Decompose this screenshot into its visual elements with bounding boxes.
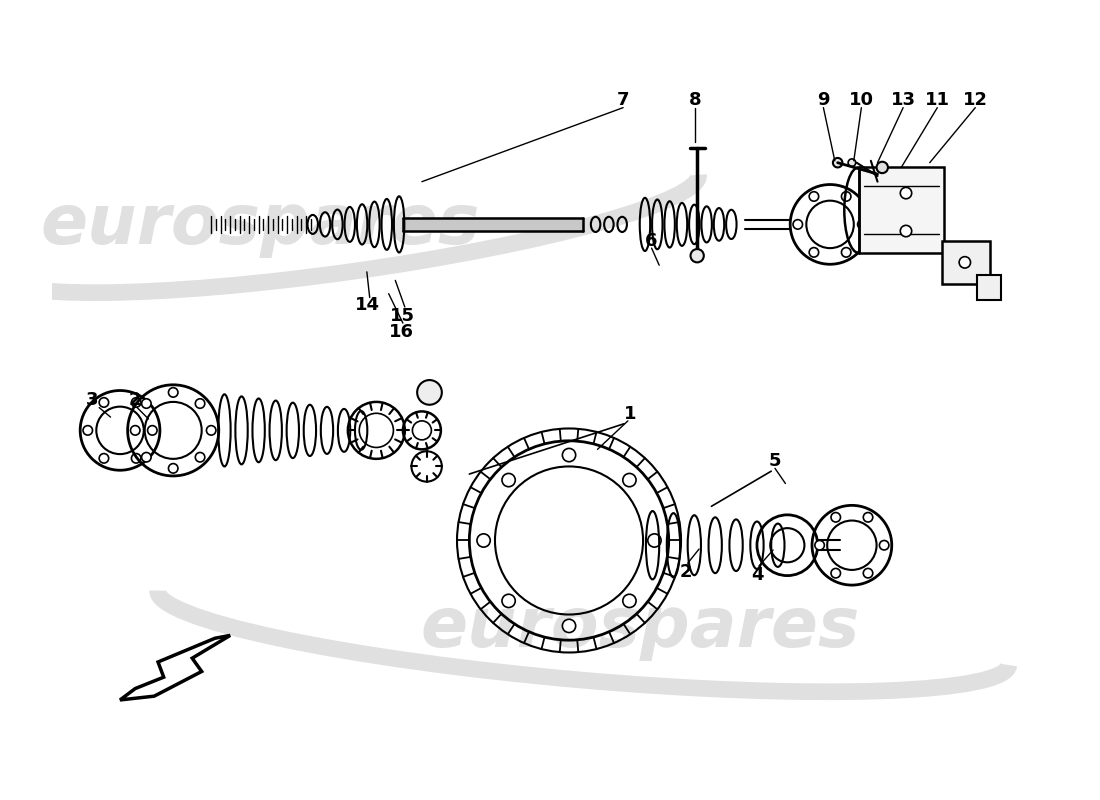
Circle shape <box>815 541 824 550</box>
Circle shape <box>830 569 840 578</box>
Text: 15: 15 <box>390 306 416 325</box>
Text: 16: 16 <box>388 322 414 341</box>
Circle shape <box>623 474 636 486</box>
Circle shape <box>417 380 442 405</box>
Circle shape <box>900 187 912 198</box>
Circle shape <box>623 594 636 607</box>
Circle shape <box>131 398 141 407</box>
Circle shape <box>131 426 140 435</box>
Text: 10: 10 <box>849 91 873 109</box>
Circle shape <box>842 247 851 257</box>
Circle shape <box>793 220 803 229</box>
Circle shape <box>168 388 178 397</box>
Circle shape <box>196 398 205 408</box>
Ellipse shape <box>848 159 856 166</box>
Text: 5: 5 <box>769 452 781 470</box>
Text: eurospares: eurospares <box>41 191 481 258</box>
Text: 1: 1 <box>624 406 636 423</box>
Polygon shape <box>120 635 230 700</box>
Text: 3: 3 <box>86 391 99 409</box>
Text: eurospares: eurospares <box>420 594 860 662</box>
Circle shape <box>142 453 151 462</box>
Text: 8: 8 <box>689 91 702 109</box>
Text: 4: 4 <box>750 566 763 584</box>
Circle shape <box>810 247 818 257</box>
Circle shape <box>196 453 205 462</box>
Text: 12: 12 <box>962 91 988 109</box>
Ellipse shape <box>833 158 843 167</box>
Circle shape <box>477 534 491 547</box>
Circle shape <box>810 192 818 201</box>
Text: 2: 2 <box>129 391 142 409</box>
Text: 14: 14 <box>355 296 381 314</box>
Circle shape <box>99 398 109 407</box>
Circle shape <box>502 594 515 607</box>
Text: 7: 7 <box>617 91 629 109</box>
Polygon shape <box>858 167 944 253</box>
Circle shape <box>562 449 575 462</box>
Circle shape <box>502 474 515 486</box>
Ellipse shape <box>691 249 704 262</box>
Circle shape <box>864 569 872 578</box>
Circle shape <box>842 192 851 201</box>
Circle shape <box>207 426 216 435</box>
Circle shape <box>168 463 178 473</box>
Circle shape <box>131 454 141 463</box>
Text: 13: 13 <box>891 91 915 109</box>
Text: 2: 2 <box>680 563 692 581</box>
Circle shape <box>959 257 970 268</box>
Text: 11: 11 <box>925 91 949 109</box>
Circle shape <box>858 220 867 229</box>
Circle shape <box>142 398 151 408</box>
Text: 9: 9 <box>817 91 829 109</box>
Polygon shape <box>942 241 990 284</box>
Circle shape <box>864 513 872 522</box>
Circle shape <box>82 426 92 435</box>
Circle shape <box>879 541 889 550</box>
Circle shape <box>562 619 575 633</box>
Polygon shape <box>977 274 1001 300</box>
Text: 6: 6 <box>646 233 658 250</box>
Circle shape <box>900 226 912 237</box>
Circle shape <box>147 426 157 435</box>
Circle shape <box>99 454 109 463</box>
Ellipse shape <box>877 162 888 173</box>
Circle shape <box>830 513 840 522</box>
Circle shape <box>648 534 661 547</box>
